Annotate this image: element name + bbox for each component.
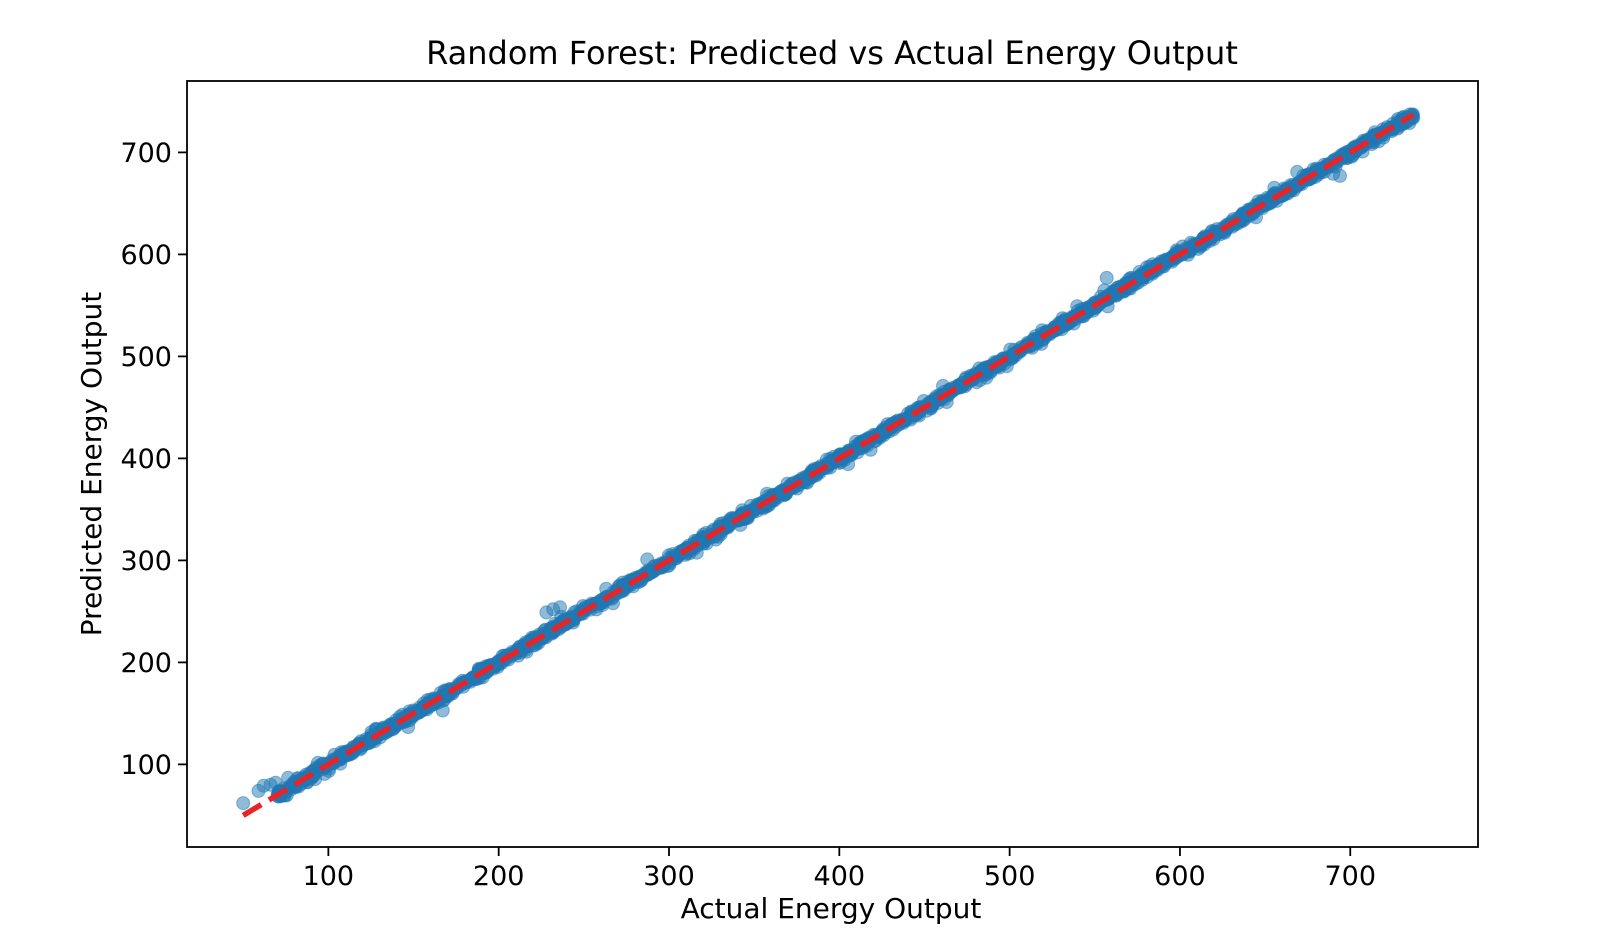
y-tick-label: 200 xyxy=(120,648,172,679)
chart-title: Random Forest: Predicted vs Actual Energ… xyxy=(426,34,1238,72)
y-tick-label: 700 xyxy=(120,138,172,169)
y-tick-label: 600 xyxy=(120,240,172,271)
x-tick-label: 400 xyxy=(814,861,866,892)
scatter-point xyxy=(1099,270,1114,285)
y-tick-label: 300 xyxy=(120,546,172,577)
y-tick-label: 100 xyxy=(120,750,172,781)
x-tick-label: 200 xyxy=(473,861,525,892)
y-axis-ticks: 100 200 300 400 500 600 700 xyxy=(120,138,187,781)
x-tick-label: 300 xyxy=(643,861,695,892)
x-tick-label: 100 xyxy=(303,861,355,892)
scatter-point xyxy=(281,770,296,785)
plot-frame xyxy=(186,80,1479,848)
identity-line xyxy=(241,112,1415,818)
scatter-point xyxy=(553,600,567,615)
scatter-point xyxy=(1290,164,1305,179)
y-tick-label: 400 xyxy=(120,444,172,475)
y-axis-label: Predicted Energy Output xyxy=(75,292,108,637)
y-tick-label: 500 xyxy=(120,342,172,373)
x-tick-label: 500 xyxy=(984,861,1036,892)
x-axis-label: Actual Energy Output xyxy=(681,892,982,925)
scatter-points xyxy=(236,107,1421,811)
x-tick-label: 700 xyxy=(1324,861,1376,892)
scatter-point xyxy=(1326,166,1341,181)
scatter-point xyxy=(236,796,251,811)
scatter-point xyxy=(268,775,283,790)
x-axis-ticks: 100 200 300 400 500 600 700 xyxy=(303,847,1376,892)
x-tick-label: 600 xyxy=(1154,861,1206,892)
